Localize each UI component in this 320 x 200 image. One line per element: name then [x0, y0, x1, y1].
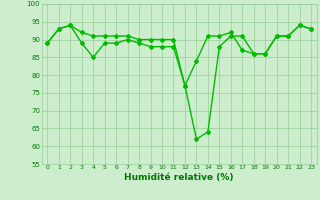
X-axis label: Humidité relative (%): Humidité relative (%) [124, 173, 234, 182]
